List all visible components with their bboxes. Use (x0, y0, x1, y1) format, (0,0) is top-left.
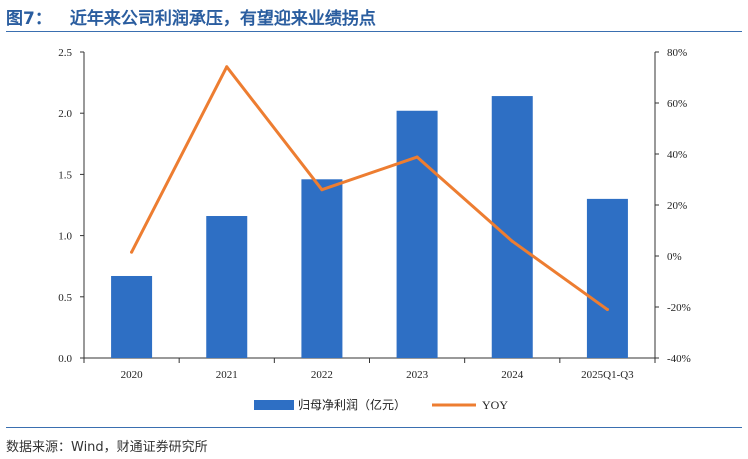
right-tick-label: 20% (667, 200, 687, 212)
legend-swatch-bar (254, 400, 294, 410)
x-tick-label: 2023 (406, 369, 429, 381)
right-tick-label: 40% (667, 149, 687, 161)
source-note: 数据来源：Wind，财通证券研究所 (6, 440, 208, 455)
bar-series (111, 96, 628, 359)
x-tick-labels: 2020 2021 2022 2023 2024 2025Q1-Q3 (121, 369, 635, 381)
left-tick-label: 0.5 (58, 292, 72, 304)
figure-title-text: 近年来公司利润承压，有望迎来业绩拐点 (69, 9, 376, 29)
yoy-point-2022 (320, 188, 324, 192)
right-tick-label: -40% (667, 353, 691, 365)
bar-2024 (491, 96, 533, 359)
yoy-point-2023 (415, 155, 419, 159)
x-tick-label: 2020 (121, 369, 144, 381)
left-tick-label: 1.5 (58, 169, 72, 181)
x-tick-label: 2024 (501, 369, 524, 381)
footer-divider (6, 427, 742, 428)
legend-label-bar: 归母净利润（亿元） (298, 397, 406, 412)
yoy-line (130, 65, 609, 312)
yoy-point-2025Q1-Q3 (605, 308, 609, 312)
left-tick-label: 2.5 (58, 47, 72, 59)
left-tick-label: 0.0 (58, 353, 72, 365)
right-tick-label: 0% (667, 251, 682, 263)
title-divider (6, 31, 742, 32)
yoy-point-2020 (130, 250, 134, 254)
bar-2022 (301, 179, 343, 358)
bar-2020 (111, 275, 153, 358)
x-tick-label: 2021 (216, 369, 238, 381)
figure-number: 图7： (6, 9, 52, 29)
chart-axes (80, 51, 659, 363)
x-tick-label: 2025Q1-Q3 (581, 369, 634, 381)
left-axis-tick-labels: 0.0 0.5 1.0 1.5 2.0 2.5 (58, 47, 72, 365)
bar-2021 (206, 216, 248, 358)
right-tick-label: 60% (667, 98, 687, 110)
combo-chart: 2020 2021 2022 2023 2024 2025Q1-Q3 0.0 0.5 1.0 1… (58, 47, 691, 412)
line-series (130, 65, 609, 312)
legend: 归母净利润（亿元） YOY (254, 397, 508, 412)
x-tick-label: 2022 (311, 369, 333, 381)
bar-2025Q1-Q3 (586, 198, 628, 358)
right-tick-label: 80% (667, 47, 687, 59)
legend-label-line: YOY (482, 398, 508, 412)
right-tick-label: -20% (667, 302, 691, 314)
left-tick-label: 1.0 (58, 231, 72, 243)
chart-title: 图7： 近年来公司利润承压，有望迎来业绩拐点 (6, 4, 376, 29)
yoy-point-2024 (510, 239, 514, 243)
left-tick-label: 2.0 (58, 108, 72, 120)
right-axis-tick-labels: -40% -20% 0% 20% 40% 60% 80% (667, 47, 691, 365)
yoy-point-2021 (225, 65, 229, 69)
bar-2023 (396, 110, 438, 358)
